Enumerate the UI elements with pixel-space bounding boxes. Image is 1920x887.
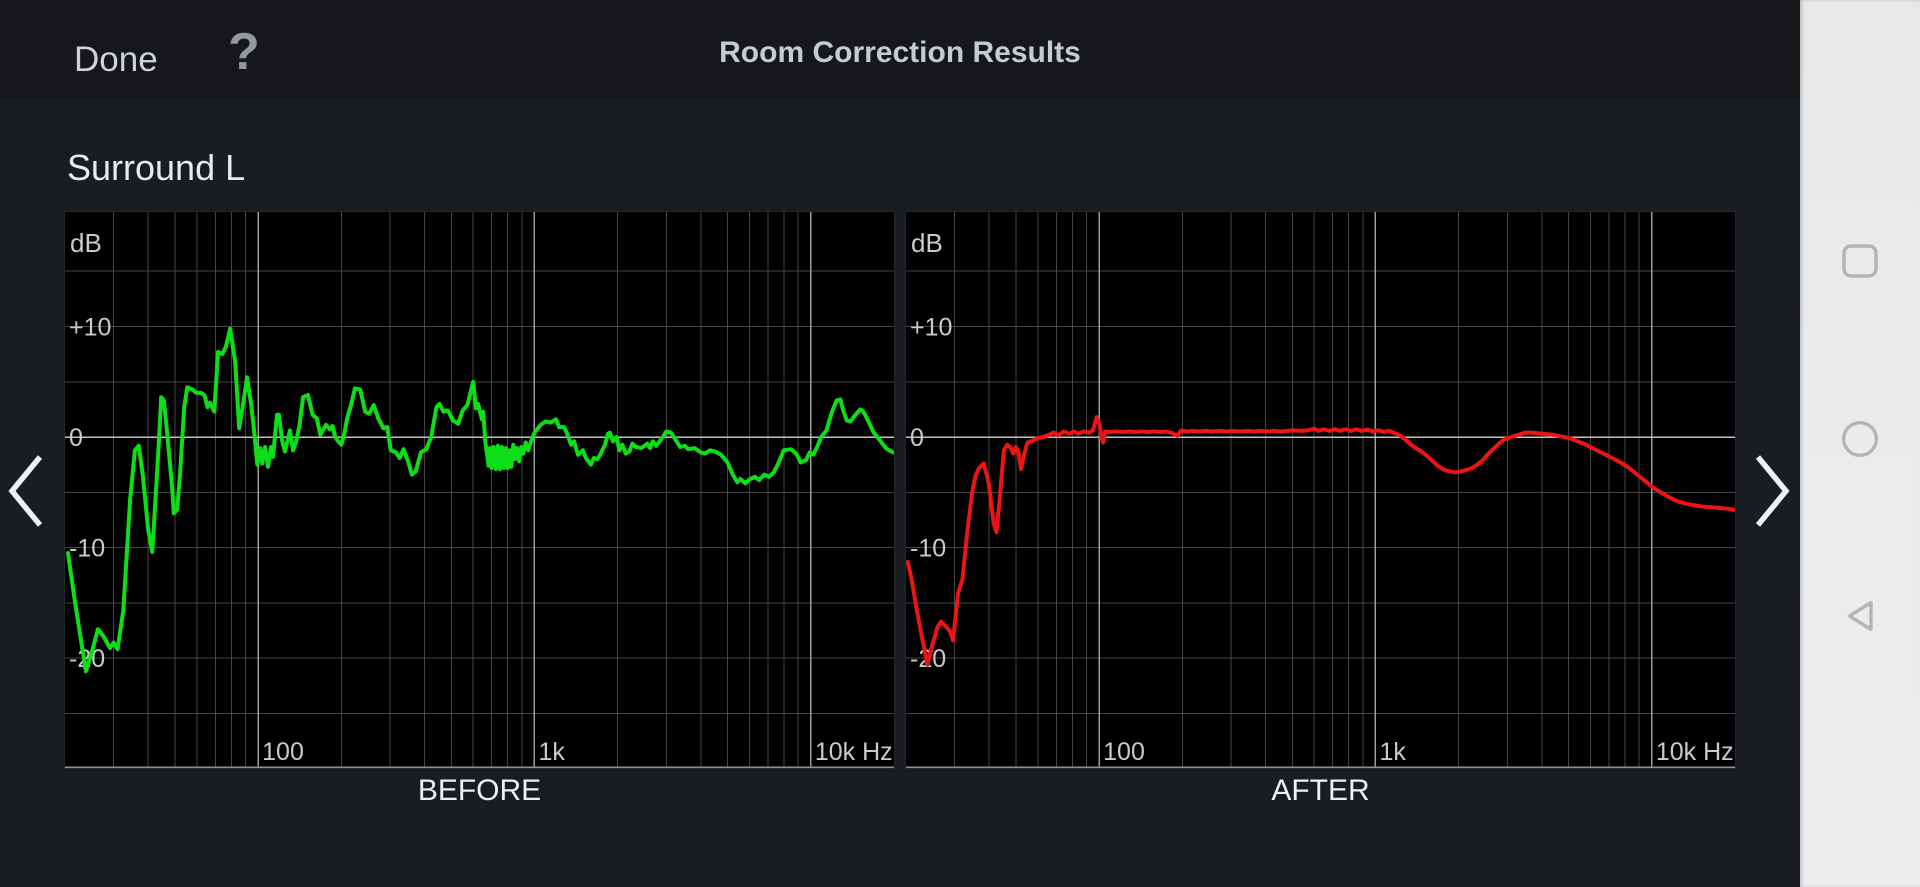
triangle-left-icon: [1842, 598, 1878, 637]
y-tick-label: -10: [69, 535, 105, 563]
y-tick-label: 0: [69, 424, 83, 452]
previous-channel-button[interactable]: [2, 451, 50, 531]
before-chart: dB +10 0 -10 -20 100 1k 10k Hz: [65, 212, 894, 768]
square-icon: [1841, 243, 1879, 282]
chevron-right-icon: [1748, 455, 1796, 534]
y-tick-label: +10: [910, 313, 952, 341]
after-curve: [906, 415, 1735, 667]
chevron-left-icon: [2, 455, 50, 534]
page-title: Room Correction Results: [719, 36, 1081, 69]
y-tick-label: +10: [69, 313, 111, 341]
x-tick-label: 100: [1103, 738, 1145, 766]
after-caption: AFTER: [1271, 774, 1370, 807]
circle-icon: [1840, 419, 1880, 462]
back-button[interactable]: [1824, 581, 1896, 653]
before-curve: [66, 326, 894, 674]
y-axis-unit-label: dB: [911, 228, 943, 258]
x-tick-label: 1k: [1379, 738, 1406, 766]
next-channel-button[interactable]: [1748, 451, 1796, 531]
home-button[interactable]: [1824, 404, 1896, 476]
done-button[interactable]: Done: [74, 40, 158, 79]
y-tick-label: 0: [910, 424, 924, 452]
x-tick-label: 1k: [538, 738, 565, 766]
x-tick-label: 10k Hz: [815, 738, 893, 766]
y-tick-label: -10: [910, 535, 946, 563]
before-caption: BEFORE: [417, 774, 542, 807]
help-icon[interactable]: ?: [228, 23, 260, 81]
y-axis-unit-label: dB: [70, 228, 102, 258]
app-bar: Done ? Room Correction Results: [0, 0, 1800, 98]
x-tick-label: 100: [262, 738, 304, 766]
x-tick-label: 10k Hz: [1656, 738, 1734, 766]
after-chart: dB +10 0 -10 -20 100 1k 10k Hz: [906, 212, 1735, 768]
recents-button[interactable]: [1824, 226, 1896, 298]
channel-label: Surround L: [67, 147, 246, 188]
android-navigation-bar: [1800, 0, 1920, 887]
